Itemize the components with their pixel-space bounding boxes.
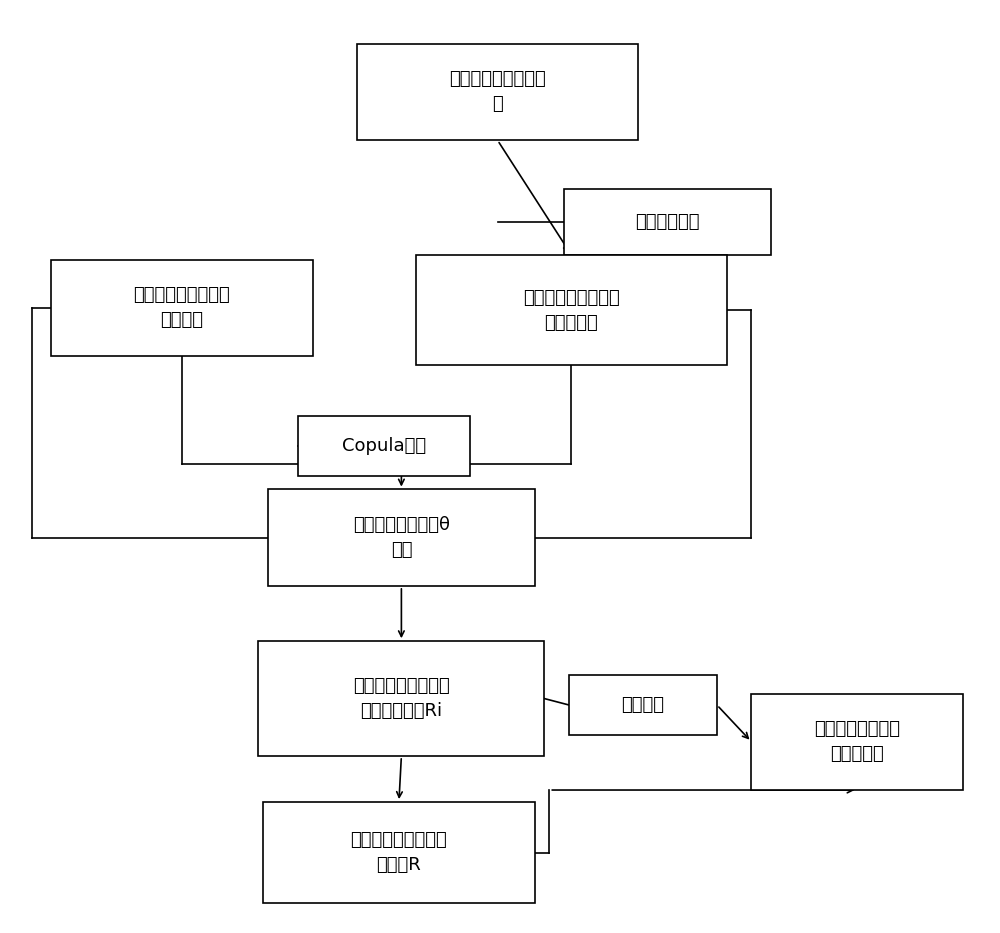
Bar (564, 188, 771, 255)
Text: 串联假设下系统可靠
性建模R: 串联假设下系统可靠 性建模R (351, 831, 447, 874)
Text: Copula函数: Copula函数 (342, 437, 426, 454)
Text: 决策实验室法: 决策实验室法 (635, 213, 700, 231)
Text: 计算偏导: 计算偏导 (621, 696, 664, 714)
Bar (357, 44, 638, 140)
Bar (51, 259, 313, 356)
Bar (569, 675, 717, 735)
Text: 建立故障率相关下组
件可靠性模型Ri: 建立故障率相关下组 件可靠性模型Ri (353, 677, 450, 720)
Bar (416, 255, 727, 366)
Bar (263, 802, 535, 903)
Text: 建立系统故障传递层
次结构模型: 建立系统故障传递层 次结构模型 (523, 288, 620, 332)
Text: 确定组件故障传递关
系: 确定组件故障传递关 系 (449, 71, 546, 114)
Text: 组件故障相关系数θ
计算: 组件故障相关系数θ 计算 (353, 516, 450, 559)
Bar (268, 490, 535, 586)
Bar (751, 693, 963, 790)
Bar (298, 416, 470, 476)
Text: 时间相关系统组件可
靠性建模: 时间相关系统组件可 靠性建模 (134, 286, 230, 329)
Text: 动态重要度与核心
重要度建模: 动态重要度与核心 重要度建模 (814, 720, 900, 763)
Bar (258, 641, 544, 756)
